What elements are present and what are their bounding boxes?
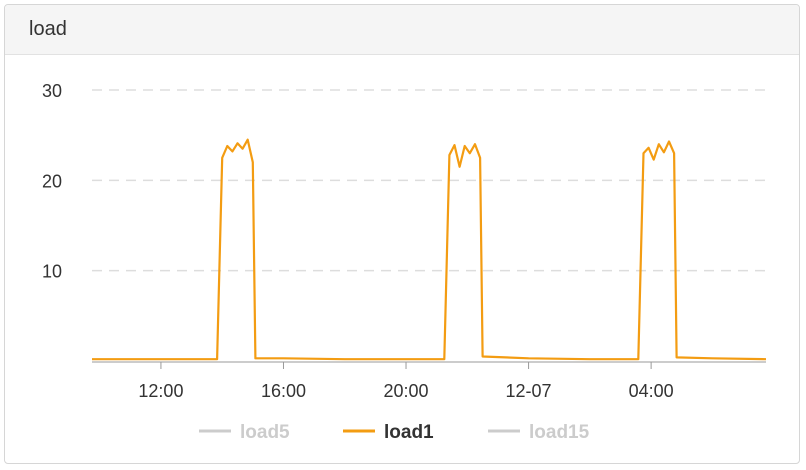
- y-tick-label: 10: [42, 262, 62, 282]
- x-tick-label: 20:00: [383, 381, 428, 401]
- x-tick-label: 12:00: [138, 381, 183, 401]
- legend-item-load5[interactable]: load5: [240, 422, 290, 443]
- x-tick-label: 12-07: [506, 381, 552, 401]
- panel-header: load: [5, 5, 799, 55]
- y-tick-label: 20: [42, 171, 62, 191]
- panel-title: load: [29, 18, 67, 40]
- chart-panel: load: [4, 4, 800, 464]
- x-tick-label: 04:00: [629, 381, 674, 401]
- series-line-load1: [92, 138, 767, 361]
- y-tick-label: 30: [42, 81, 62, 101]
- legend-item-load1[interactable]: load1: [384, 422, 434, 443]
- x-tick-label: 16:00: [261, 381, 306, 401]
- legend-item-load15[interactable]: load15: [529, 422, 590, 443]
